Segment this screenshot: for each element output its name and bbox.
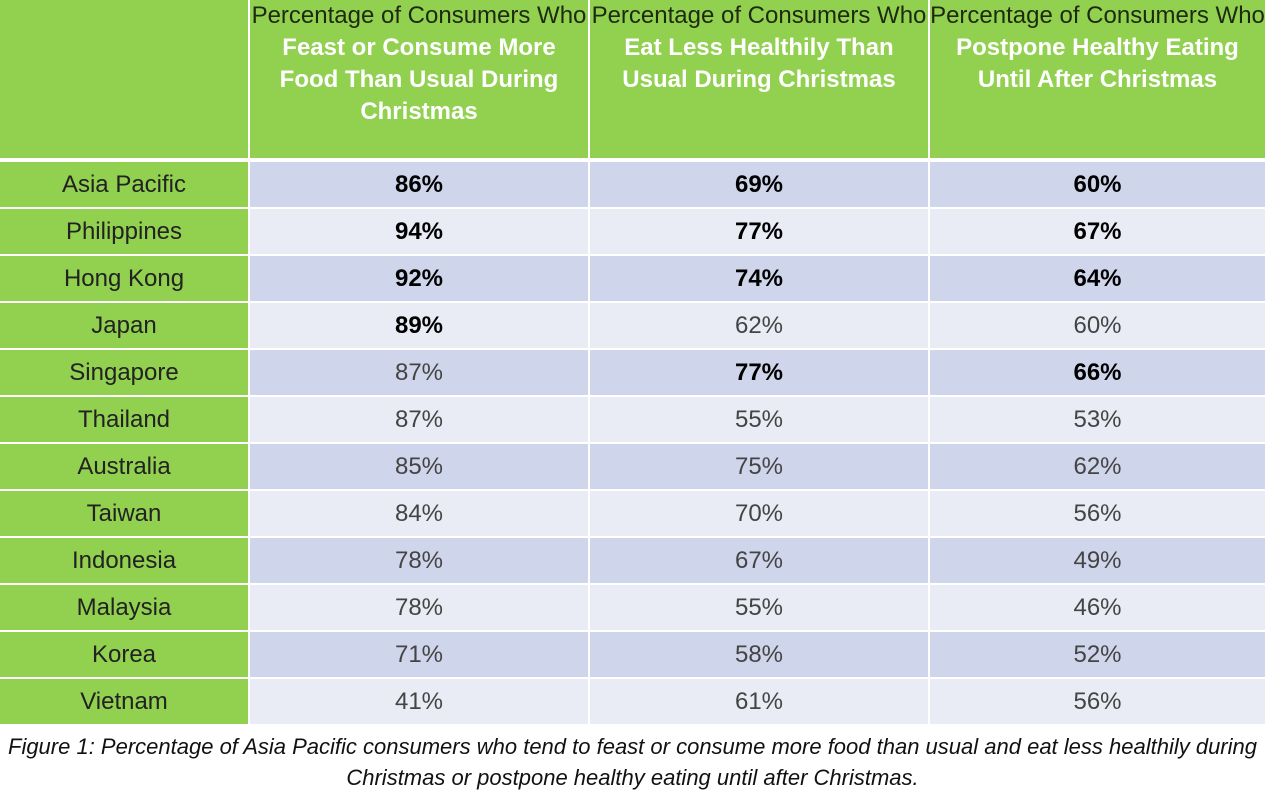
value-cell: 78% xyxy=(250,538,588,583)
region-label: Vietnam xyxy=(0,679,248,724)
header-corner-cell xyxy=(0,0,248,158)
value-cell: 52% xyxy=(930,632,1265,677)
table-row: Australia 85% 75% 62% xyxy=(0,444,1265,489)
column-header-prefix: Percentage of Consumers Who xyxy=(591,2,927,29)
table-header-row: Percentage of Consumers Who Feast or Con… xyxy=(0,0,1265,158)
table-row: Indonesia 78% 67% 49% xyxy=(0,538,1265,583)
value-cell: 61% xyxy=(590,679,928,724)
value-cell: 77% xyxy=(590,209,928,254)
value-cell: 64% xyxy=(930,256,1265,301)
table-row: Hong Kong 92% 74% 64% xyxy=(0,256,1265,301)
region-label: Taiwan xyxy=(0,491,248,536)
value-cell: 41% xyxy=(250,679,588,724)
region-label: Korea xyxy=(0,632,248,677)
table-row: Vietnam 41% 61% 56% xyxy=(0,679,1265,724)
value-cell: 94% xyxy=(250,209,588,254)
value-cell: 92% xyxy=(250,256,588,301)
value-cell: 87% xyxy=(250,397,588,442)
region-label: Japan xyxy=(0,303,248,348)
value-cell: 77% xyxy=(590,350,928,395)
value-cell: 67% xyxy=(930,209,1265,254)
column-header-label: Postpone Healthy Eating Until After Chri… xyxy=(956,34,1239,93)
value-cell: 75% xyxy=(590,444,928,489)
column-header-label: Eat Less Healthily Than Usual During Chr… xyxy=(622,34,896,93)
region-label: Indonesia xyxy=(0,538,248,583)
value-cell: 60% xyxy=(930,303,1265,348)
value-cell: 55% xyxy=(590,585,928,630)
value-cell: 62% xyxy=(590,303,928,348)
column-header: Percentage of Consumers Who Eat Less Hea… xyxy=(590,0,928,158)
value-cell: 70% xyxy=(590,491,928,536)
table-row: Singapore 87% 77% 66% xyxy=(0,350,1265,395)
region-label: Malaysia xyxy=(0,585,248,630)
table-row: Korea 71% 58% 52% xyxy=(0,632,1265,677)
figure-caption: Figure 1: Percentage of Asia Pacific con… xyxy=(8,734,1257,790)
value-cell: 58% xyxy=(590,632,928,677)
value-cell: 85% xyxy=(250,444,588,489)
table-row: Philippines 94% 77% 67% xyxy=(0,209,1265,254)
value-cell: 56% xyxy=(930,679,1265,724)
column-header-prefix: Percentage of Consumers Who xyxy=(251,2,587,29)
value-cell: 60% xyxy=(930,162,1265,207)
value-cell: 55% xyxy=(590,397,928,442)
value-cell: 49% xyxy=(930,538,1265,583)
table-row: Malaysia 78% 55% 46% xyxy=(0,585,1265,630)
table-row: Thailand 87% 55% 53% xyxy=(0,397,1265,442)
region-label: Hong Kong xyxy=(0,256,248,301)
value-cell: 71% xyxy=(250,632,588,677)
data-table: Percentage of Consumers Who Feast or Con… xyxy=(0,0,1265,724)
value-cell: 67% xyxy=(590,538,928,583)
value-cell: 78% xyxy=(250,585,588,630)
value-cell: 69% xyxy=(590,162,928,207)
region-label: Asia Pacific xyxy=(0,162,248,207)
region-label: Australia xyxy=(0,444,248,489)
region-label: Thailand xyxy=(0,397,248,442)
region-label: Philippines xyxy=(0,209,248,254)
value-cell: 53% xyxy=(930,397,1265,442)
table-row: Taiwan 84% 70% 56% xyxy=(0,491,1265,536)
value-cell: 74% xyxy=(590,256,928,301)
region-label: Singapore xyxy=(0,350,248,395)
value-cell: 87% xyxy=(250,350,588,395)
table-body: Asia Pacific 86% 69% 60% Philippines 94% 77% 67… xyxy=(0,162,1265,724)
value-cell: 84% xyxy=(250,491,588,536)
column-header: Percentage of Consumers Who Postpone Hea… xyxy=(930,0,1265,158)
value-cell: 89% xyxy=(250,303,588,348)
value-cell: 46% xyxy=(930,585,1265,630)
table-row: Japan 89% 62% 60% xyxy=(0,303,1265,348)
value-cell: 66% xyxy=(930,350,1265,395)
value-cell: 62% xyxy=(930,444,1265,489)
column-header: Percentage of Consumers Who Feast or Con… xyxy=(250,0,588,158)
value-cell: 86% xyxy=(250,162,588,207)
column-header-label: Feast or Consume More Food Than Usual Du… xyxy=(279,34,559,125)
column-header-prefix: Percentage of Consumers Who xyxy=(930,2,1265,29)
value-cell: 56% xyxy=(930,491,1265,536)
table-row: Asia Pacific 86% 69% 60% xyxy=(0,162,1265,207)
